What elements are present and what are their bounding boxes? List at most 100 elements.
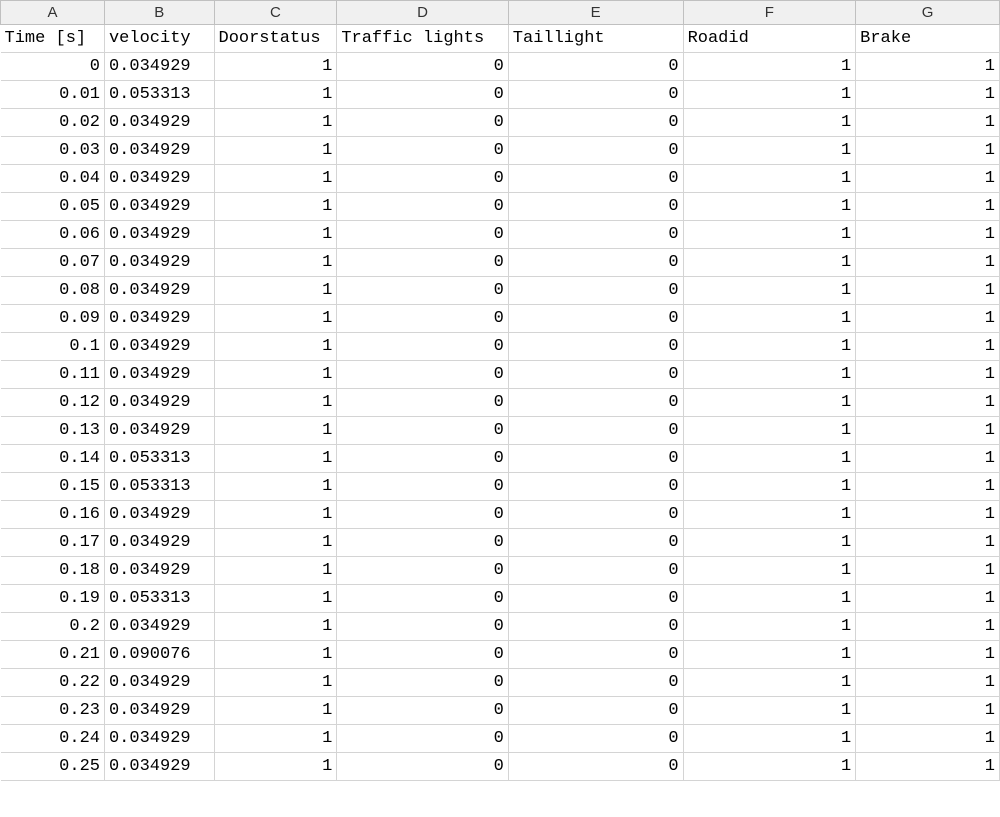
cell[interactable]: 1 xyxy=(214,641,337,669)
cell[interactable]: 0.034929 xyxy=(104,137,214,165)
cell[interactable]: 1 xyxy=(856,613,1000,641)
cell[interactable]: 0 xyxy=(508,53,683,81)
cell[interactable]: 0.2 xyxy=(1,613,105,641)
cell[interactable]: 0 xyxy=(508,641,683,669)
cell[interactable]: 1 xyxy=(856,81,1000,109)
cell[interactable]: 0.11 xyxy=(1,361,105,389)
cell[interactable]: 0.034929 xyxy=(104,361,214,389)
cell[interactable]: 0.034929 xyxy=(104,417,214,445)
cell[interactable]: 0.02 xyxy=(1,109,105,137)
cell[interactable]: 1 xyxy=(214,333,337,361)
cell[interactable]: 1 xyxy=(683,445,856,473)
cell[interactable]: 1 xyxy=(683,641,856,669)
cell[interactable]: 0 xyxy=(508,109,683,137)
cell[interactable]: 0 xyxy=(508,529,683,557)
cell[interactable]: 1 xyxy=(856,333,1000,361)
cell[interactable]: 1 xyxy=(683,221,856,249)
cell[interactable]: 1 xyxy=(856,53,1000,81)
cell[interactable]: 1 xyxy=(214,221,337,249)
cell[interactable]: 1 xyxy=(214,53,337,81)
cell[interactable]: 0 xyxy=(508,277,683,305)
cell[interactable]: 0.034929 xyxy=(104,669,214,697)
cell[interactable]: 1 xyxy=(214,389,337,417)
column-header-c[interactable]: C xyxy=(214,1,337,25)
cell[interactable]: 0.034929 xyxy=(104,333,214,361)
cell[interactable]: 0 xyxy=(508,81,683,109)
cell[interactable]: 0 xyxy=(337,417,508,445)
cell[interactable]: 0.034929 xyxy=(104,529,214,557)
cell[interactable]: 0.034929 xyxy=(104,501,214,529)
cell[interactable]: 1 xyxy=(683,277,856,305)
cell[interactable]: 0 xyxy=(337,333,508,361)
cell[interactable]: 1 xyxy=(856,249,1000,277)
cell[interactable]: 0 xyxy=(508,305,683,333)
cell[interactable]: 1 xyxy=(214,249,337,277)
cell[interactable]: 1 xyxy=(214,613,337,641)
cell[interactable]: 1 xyxy=(856,473,1000,501)
cell[interactable]: 0.06 xyxy=(1,221,105,249)
cell[interactable]: 0 xyxy=(337,697,508,725)
cell[interactable]: 1 xyxy=(856,641,1000,669)
cell[interactable]: 0 xyxy=(337,389,508,417)
cell[interactable]: 0.03 xyxy=(1,137,105,165)
cell[interactable]: 1 xyxy=(214,473,337,501)
cell[interactable]: 0.034929 xyxy=(104,249,214,277)
cell[interactable]: 0 xyxy=(337,305,508,333)
cell[interactable]: 0.21 xyxy=(1,641,105,669)
cell[interactable]: 0 xyxy=(508,669,683,697)
cell[interactable]: 0.034929 xyxy=(104,109,214,137)
cell[interactable]: 1 xyxy=(683,305,856,333)
cell[interactable]: 1 xyxy=(683,529,856,557)
cell[interactable]: 1 xyxy=(856,137,1000,165)
cell[interactable]: 1 xyxy=(683,109,856,137)
cell[interactable]: 0.23 xyxy=(1,697,105,725)
cell[interactable]: 0 xyxy=(508,473,683,501)
cell[interactable]: 1 xyxy=(683,361,856,389)
cell[interactable]: 0 xyxy=(337,277,508,305)
cell[interactable]: 1 xyxy=(214,361,337,389)
cell[interactable]: 1 xyxy=(683,725,856,753)
cell[interactable]: 1 xyxy=(856,417,1000,445)
cell[interactable]: 0.13 xyxy=(1,417,105,445)
cell[interactable]: 1 xyxy=(856,585,1000,613)
cell[interactable]: 1 xyxy=(856,109,1000,137)
cell[interactable]: 0.05 xyxy=(1,193,105,221)
cell[interactable]: 0.1 xyxy=(1,333,105,361)
cell[interactable]: 1 xyxy=(214,81,337,109)
cell[interactable]: 1 xyxy=(683,193,856,221)
column-header-a[interactable]: A xyxy=(1,1,105,25)
cell[interactable]: 0.034929 xyxy=(104,725,214,753)
cell[interactable]: 1 xyxy=(214,585,337,613)
cell[interactable]: 1 xyxy=(856,529,1000,557)
cell[interactable]: 0.08 xyxy=(1,277,105,305)
cell[interactable]: 1 xyxy=(856,557,1000,585)
cell[interactable]: 1 xyxy=(683,697,856,725)
cell[interactable]: 1 xyxy=(856,501,1000,529)
cell[interactable]: 0 xyxy=(508,557,683,585)
cell[interactable]: 1 xyxy=(683,333,856,361)
cell[interactable]: 1 xyxy=(683,669,856,697)
cell[interactable]: 1 xyxy=(683,249,856,277)
cell[interactable]: 1 xyxy=(214,697,337,725)
cell[interactable]: 1 xyxy=(214,417,337,445)
cell[interactable]: 0 xyxy=(508,613,683,641)
cell[interactable]: 1 xyxy=(214,165,337,193)
cell[interactable]: 0.034929 xyxy=(104,697,214,725)
cell[interactable]: 0 xyxy=(337,165,508,193)
cell[interactable]: 0.25 xyxy=(1,753,105,781)
cell[interactable]: 1 xyxy=(683,53,856,81)
field-header-roadid[interactable]: Roadid xyxy=(683,25,856,53)
cell[interactable]: 0 xyxy=(337,473,508,501)
cell[interactable]: 0 xyxy=(337,137,508,165)
cell[interactable]: 0 xyxy=(508,445,683,473)
field-header-doorstatus[interactable]: Doorstatus xyxy=(214,25,337,53)
cell[interactable]: 1 xyxy=(214,557,337,585)
cell[interactable]: 0.053313 xyxy=(104,445,214,473)
cell[interactable]: 0.053313 xyxy=(104,473,214,501)
cell[interactable]: 1 xyxy=(683,417,856,445)
cell[interactable]: 1 xyxy=(214,445,337,473)
cell[interactable]: 0.034929 xyxy=(104,389,214,417)
cell[interactable]: 0.24 xyxy=(1,725,105,753)
cell[interactable]: 0 xyxy=(337,557,508,585)
cell[interactable]: 1 xyxy=(214,669,337,697)
